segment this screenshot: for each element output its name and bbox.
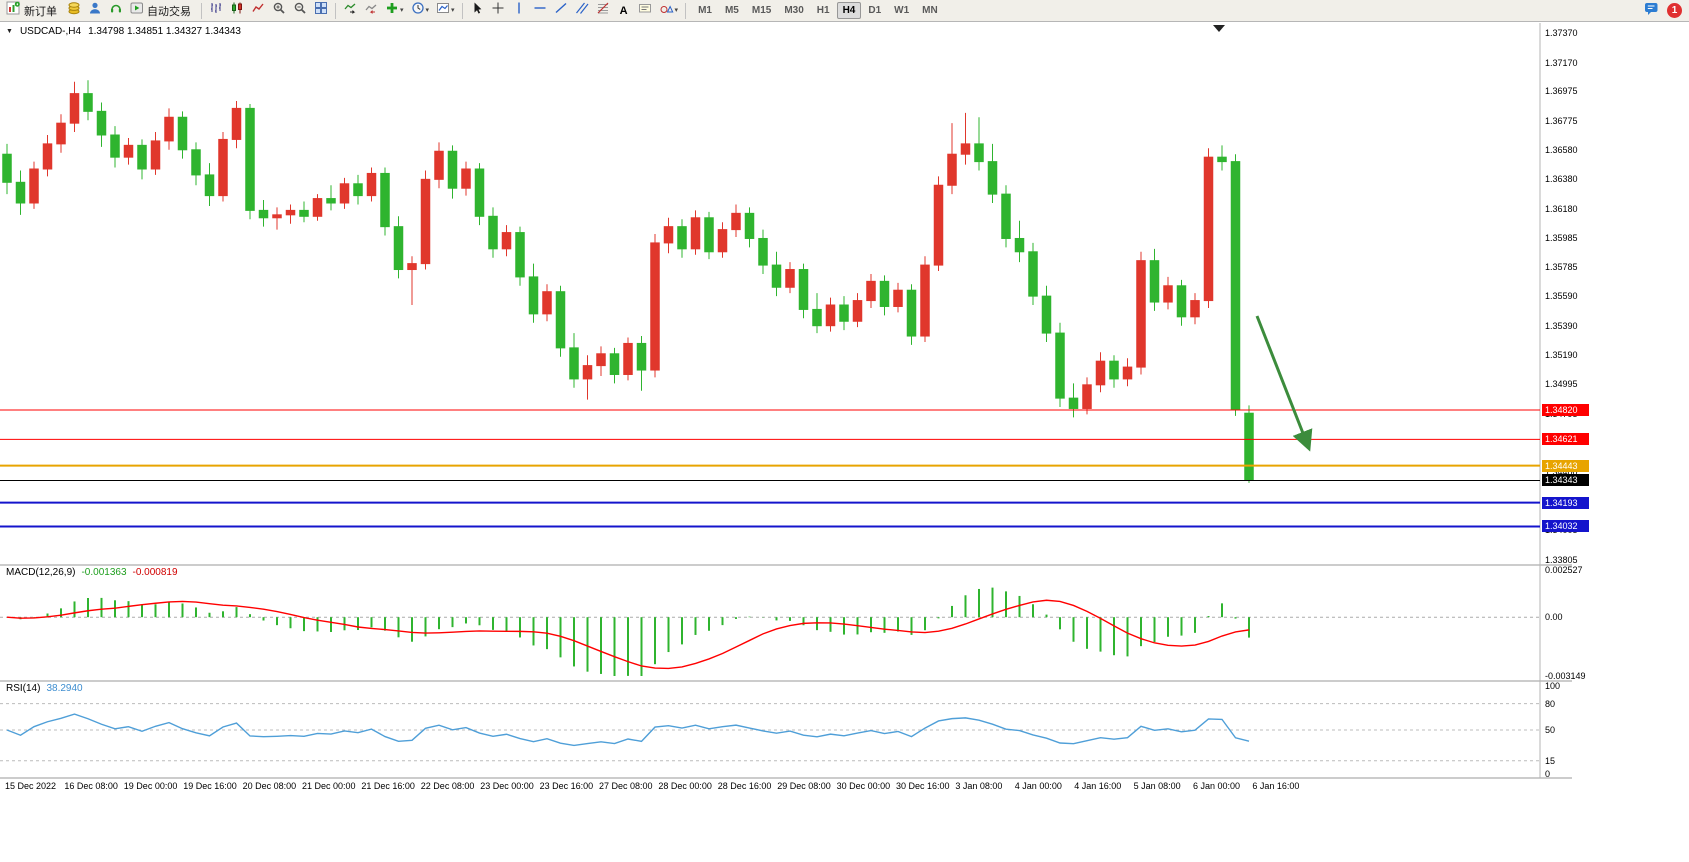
cursor-tool-button[interactable]: [467, 1, 487, 21]
cursor-icon: [470, 1, 484, 20]
indicators-button[interactable]: ▾: [382, 1, 407, 21]
autotrading-button[interactable]: 自动交易: [127, 1, 197, 21]
dropdown-caret-icon: ▾: [674, 7, 679, 14]
chart-shift-marker: [1213, 25, 1225, 32]
toolbar-separator: [335, 2, 336, 19]
text-tool-icon: A: [619, 4, 628, 17]
timeframe-toolbar: M1 M5 M15 M30 H1 H4 D1 W1 MN: [692, 2, 944, 19]
trendline-icon: [554, 1, 568, 20]
text-label-icon: [638, 1, 652, 20]
new-order-icon: [6, 1, 21, 20]
new-order-button[interactable]: 新订单: [3, 1, 63, 21]
zoom-out-button[interactable]: [290, 1, 310, 21]
timeframe-button-mn[interactable]: MN: [922, 5, 938, 16]
chart-shift-button[interactable]: [361, 1, 381, 21]
autotrading-icon: [130, 1, 144, 20]
timeframe-button-m15[interactable]: M15: [751, 5, 772, 16]
headset-icon: [109, 1, 123, 20]
macd-signal-line: [6, 599, 1250, 670]
shapes-tool-button[interactable]: ▾: [656, 1, 682, 21]
new-order-label: 新订单: [24, 5, 57, 18]
timeframe-button-w1[interactable]: W1: [894, 5, 910, 16]
fibonacci-tool-button[interactable]: [593, 1, 613, 21]
templates-button[interactable]: ▾: [433, 1, 458, 21]
chat-icon: [1644, 1, 1659, 21]
shapes-icon: [659, 1, 674, 20]
auto-scroll-icon: [343, 1, 357, 20]
trendline-tool-button[interactable]: [551, 1, 571, 21]
horizontal-line-icon: [533, 1, 547, 20]
timeframe-button-m1[interactable]: M1: [698, 5, 712, 16]
vertical-line-tool-button[interactable]: [509, 1, 529, 21]
equidistant-channel-icon: [575, 1, 589, 20]
toolbar-separator: [685, 2, 687, 19]
line-chart-icon: [251, 1, 265, 20]
trend-arrow-object[interactable]: [1255, 315, 1313, 452]
timeframe-button-h1[interactable]: H1: [816, 5, 830, 16]
template-chart-icon: [436, 1, 450, 20]
user-icon: [88, 1, 102, 20]
periods-button[interactable]: ▾: [408, 1, 433, 21]
ohlc-bars-icon: [209, 1, 223, 20]
candlestick-mode-button[interactable]: [227, 1, 247, 21]
tile-windows-button[interactable]: [311, 1, 331, 21]
toolbar-separator: [201, 2, 202, 19]
timeframe-button-d1[interactable]: D1: [868, 5, 882, 16]
candlestick-icon: [230, 1, 244, 20]
dropdown-caret-icon: ▾: [425, 7, 430, 14]
messages-button[interactable]: [1641, 1, 1662, 21]
vertical-line-icon: [512, 1, 526, 20]
zoom-in-button[interactable]: [269, 1, 289, 21]
fibonacci-icon: [596, 1, 610, 20]
timeframe-button-m30[interactable]: M30: [784, 5, 804, 16]
autotrading-label: 自动交易: [147, 5, 191, 18]
crosshair-icon: [491, 1, 505, 20]
coins-icon-button[interactable]: [64, 1, 84, 21]
zoom-in-icon: [272, 1, 286, 20]
macd-histogram: [19, 587, 1250, 676]
main-toolbar: 新订单 自动交易: [0, 0, 1689, 22]
text-label-tool-button[interactable]: [635, 1, 655, 21]
bar-chart-mode-button[interactable]: [206, 1, 226, 21]
chart-shift-icon: [364, 1, 378, 20]
notification-badge[interactable]: 1: [1667, 3, 1682, 18]
dropdown-caret-icon: ▾: [451, 7, 455, 14]
text-tool-button[interactable]: A: [614, 1, 634, 21]
toolbar-separator: [461, 2, 463, 19]
dropdown-caret-icon: ▾: [400, 7, 404, 14]
clock-icon: [411, 1, 425, 20]
crosshair-tool-button[interactable]: [488, 1, 508, 21]
timeframe-button-m5[interactable]: M5: [724, 5, 739, 16]
candlestick-series: [2, 80, 1254, 483]
coins-icon: [67, 1, 81, 20]
headset-icon-button[interactable]: [106, 1, 126, 21]
indicators-plus-icon: [385, 1, 399, 20]
channel-tool-button[interactable]: [572, 1, 592, 21]
timeframe-button-h4[interactable]: H4: [836, 2, 862, 19]
zoom-out-icon: [293, 1, 307, 20]
horizontal-line-tool-button[interactable]: [530, 1, 550, 21]
rsi-line: [6, 713, 1250, 747]
tile-windows-icon: [314, 1, 328, 20]
auto-scroll-button[interactable]: [340, 1, 360, 21]
line-chart-mode-button[interactable]: [248, 1, 268, 21]
user-icon-button[interactable]: [85, 1, 105, 21]
